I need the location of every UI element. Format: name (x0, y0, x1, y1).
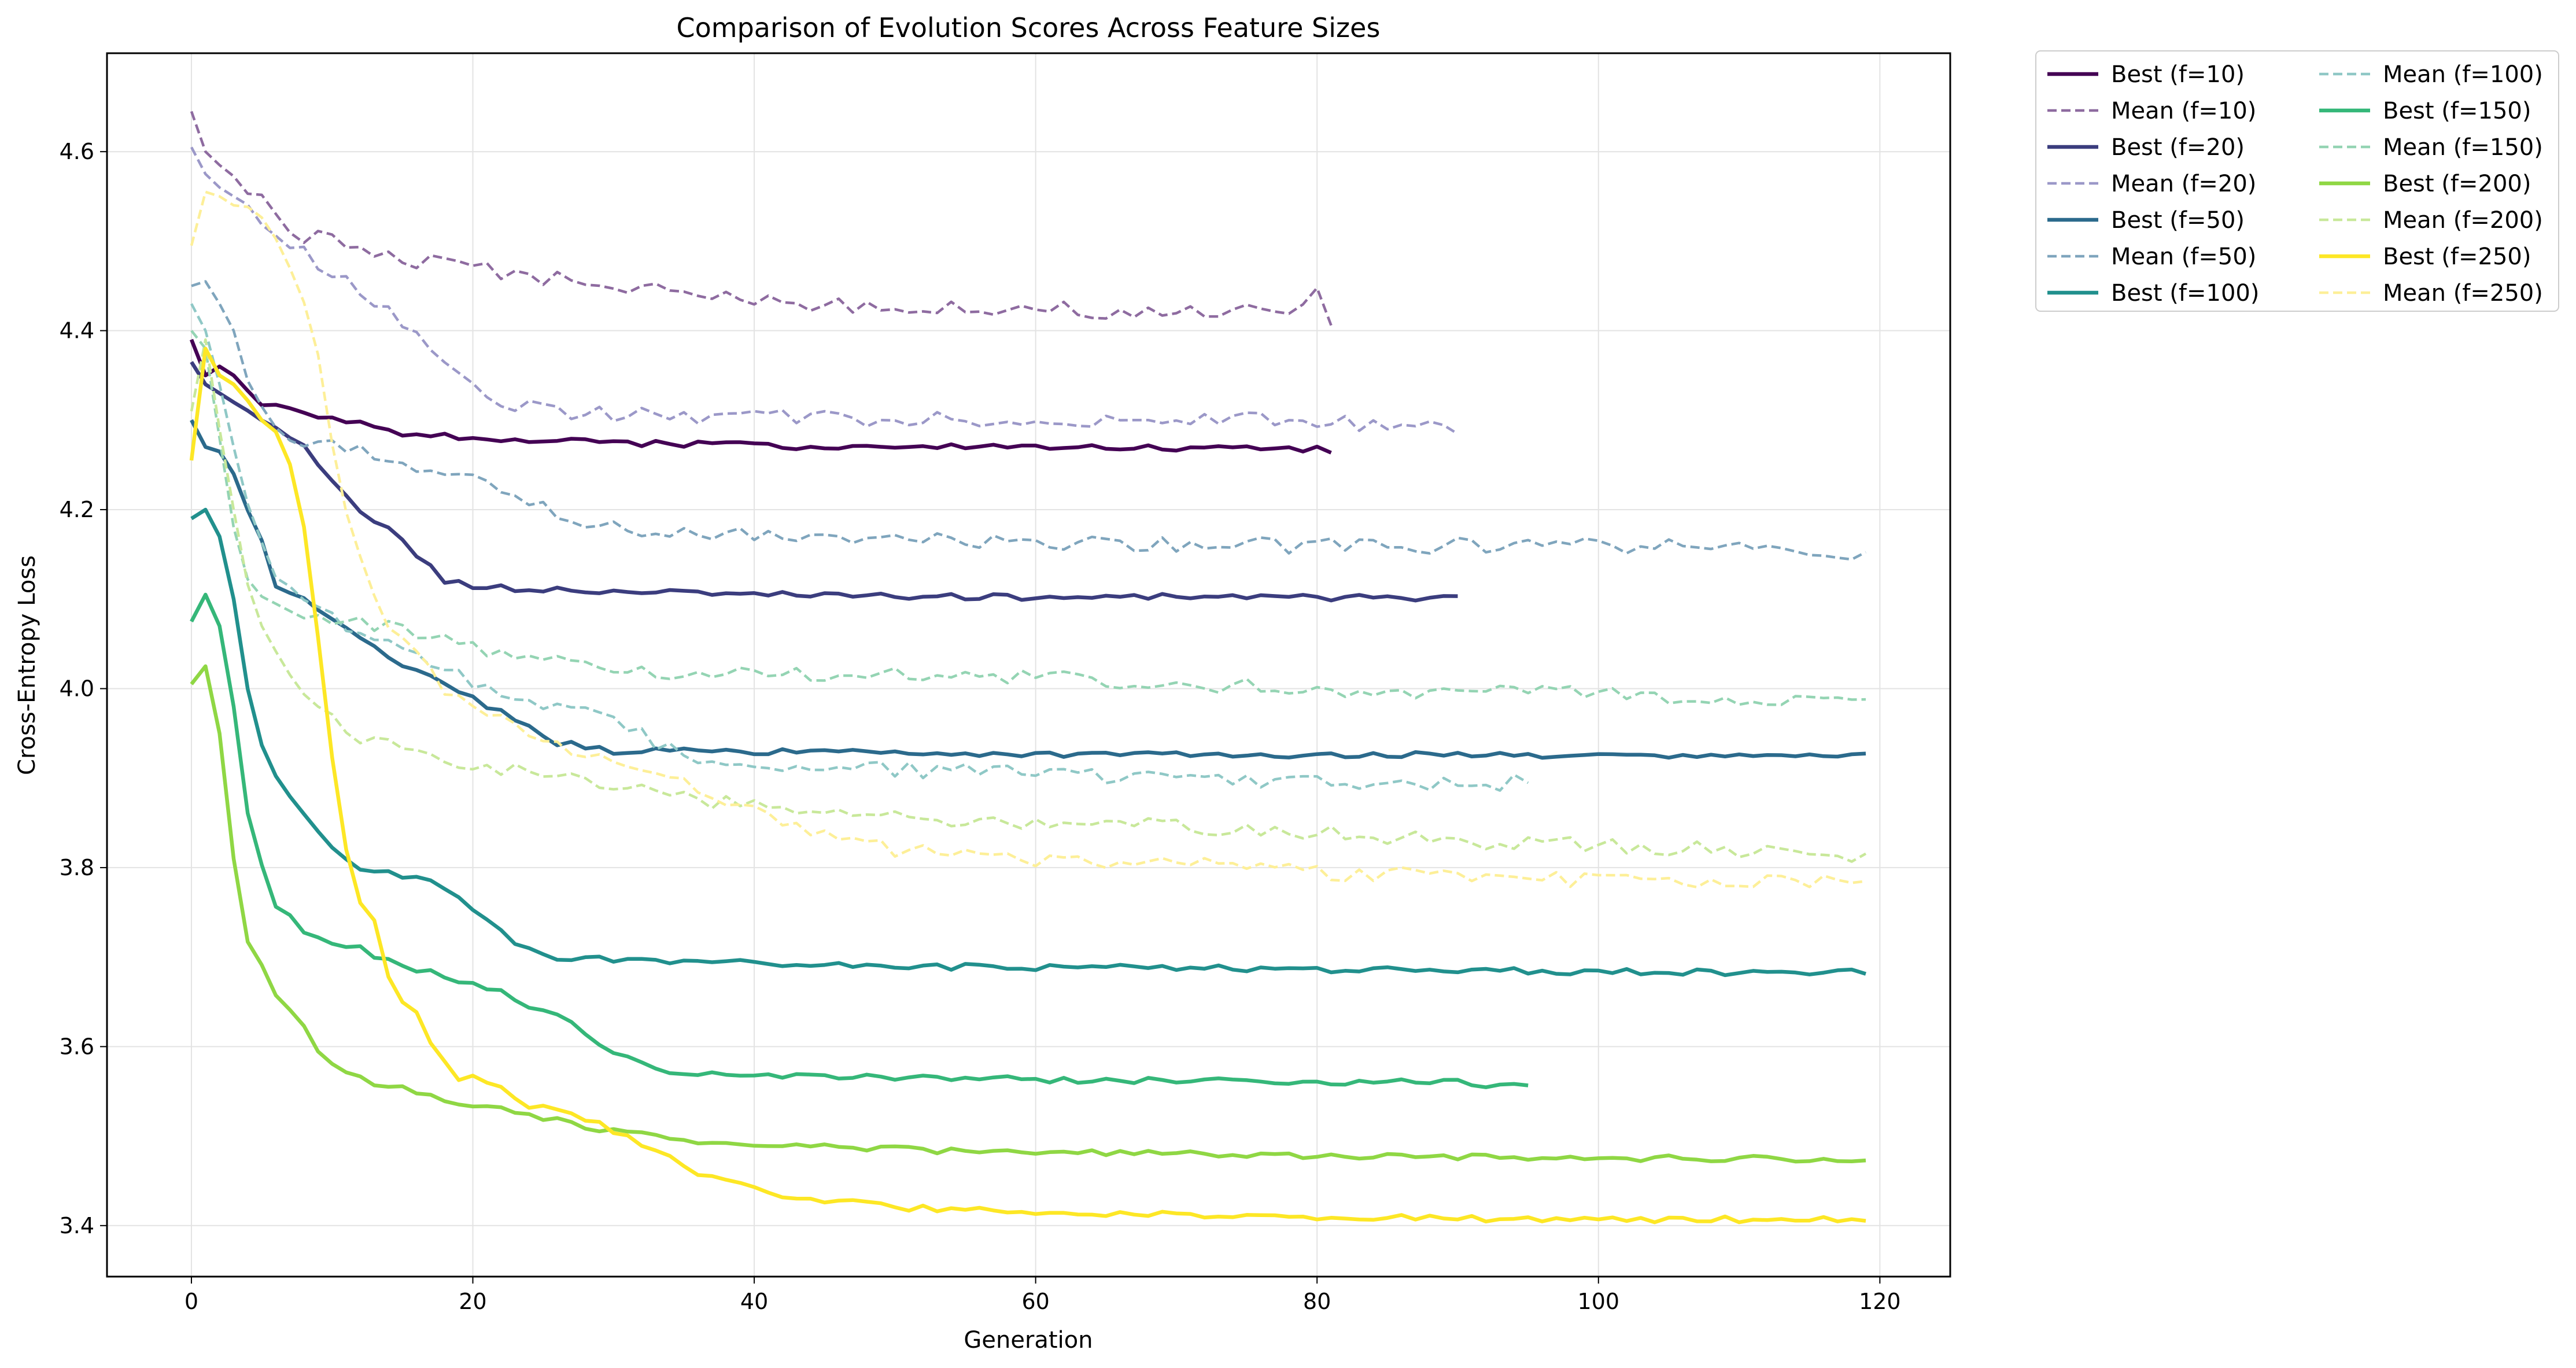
x-axis-label: Generation (964, 1327, 1093, 1354)
x-ticks: 0 20 40 60 80 100 120 (184, 1277, 1901, 1314)
y-tick-label: 4.2 (60, 497, 94, 522)
grid (107, 53, 1950, 1277)
legend-label: Best (f=10) (2111, 61, 2245, 88)
legend-label: Best (f=250) (2383, 244, 2531, 270)
series-line-10 (190, 664, 1866, 1164)
legend: Best (f=10) Mean (f=10) Best (f=20) Mean (f… (2035, 50, 2559, 312)
series-line-11 (190, 338, 1867, 863)
series-line-2 (190, 361, 1458, 603)
legend-label: Mean (f=250) (2383, 280, 2543, 307)
series-line-3 (190, 146, 1459, 436)
legend-label: Best (f=50) (2111, 207, 2245, 234)
y-tick-label: 3.4 (60, 1213, 94, 1238)
x-tick-label: 80 (1303, 1289, 1331, 1314)
y-tick-label: 3.8 (60, 855, 94, 880)
legend-label: Mean (f=50) (2111, 244, 2256, 270)
y-tick-label: 3.6 (60, 1034, 94, 1059)
series-line-4 (190, 419, 1866, 760)
x-tick-label: 100 (1578, 1289, 1620, 1314)
legend-box (2035, 50, 2559, 312)
x-tick-label: 120 (1859, 1289, 1901, 1314)
x-tick-label: 60 (1021, 1289, 1049, 1314)
legend-label: Best (f=200) (2383, 171, 2531, 197)
series-line-6 (190, 507, 1866, 978)
chart-title: Comparison of Evolution Scores Across Fe… (677, 12, 1381, 43)
series-line-13 (190, 190, 1866, 889)
legend-label: Mean (f=20) (2111, 171, 2256, 197)
legend-label: Mean (f=200) (2383, 207, 2543, 234)
legend-label: Mean (f=100) (2383, 61, 2543, 88)
y-axis-label: Cross-Entropy Loss (14, 555, 40, 775)
series-lines (189, 110, 1867, 1225)
plot-frame (106, 52, 1951, 1278)
x-tick-label: 20 (459, 1289, 486, 1314)
x-tick-label: 0 (184, 1289, 198, 1314)
series-line-7 (190, 303, 1529, 792)
legend-label: Best (f=150) (2383, 98, 2531, 124)
y-ticks: 3.4 3.6 3.8 4.0 4.2 4.4 4.6 (60, 139, 107, 1238)
y-tick-label: 4.6 (60, 139, 94, 164)
series-line-1 (190, 110, 1333, 326)
series-line-9 (190, 330, 1866, 706)
legend-label: Best (f=20) (2111, 134, 2245, 161)
legend-label: Mean (f=150) (2383, 134, 2543, 161)
series-line-8 (190, 592, 1529, 1089)
legend-label: Best (f=100) (2111, 280, 2259, 307)
x-tick-label: 40 (740, 1289, 768, 1314)
y-tick-label: 4.4 (60, 318, 94, 344)
legend-label: Mean (f=10) (2111, 98, 2256, 124)
series-line-12 (189, 346, 1866, 1225)
y-tick-label: 4.0 (60, 676, 94, 702)
series-line-0 (189, 338, 1332, 455)
series-line-5 (191, 280, 1867, 561)
